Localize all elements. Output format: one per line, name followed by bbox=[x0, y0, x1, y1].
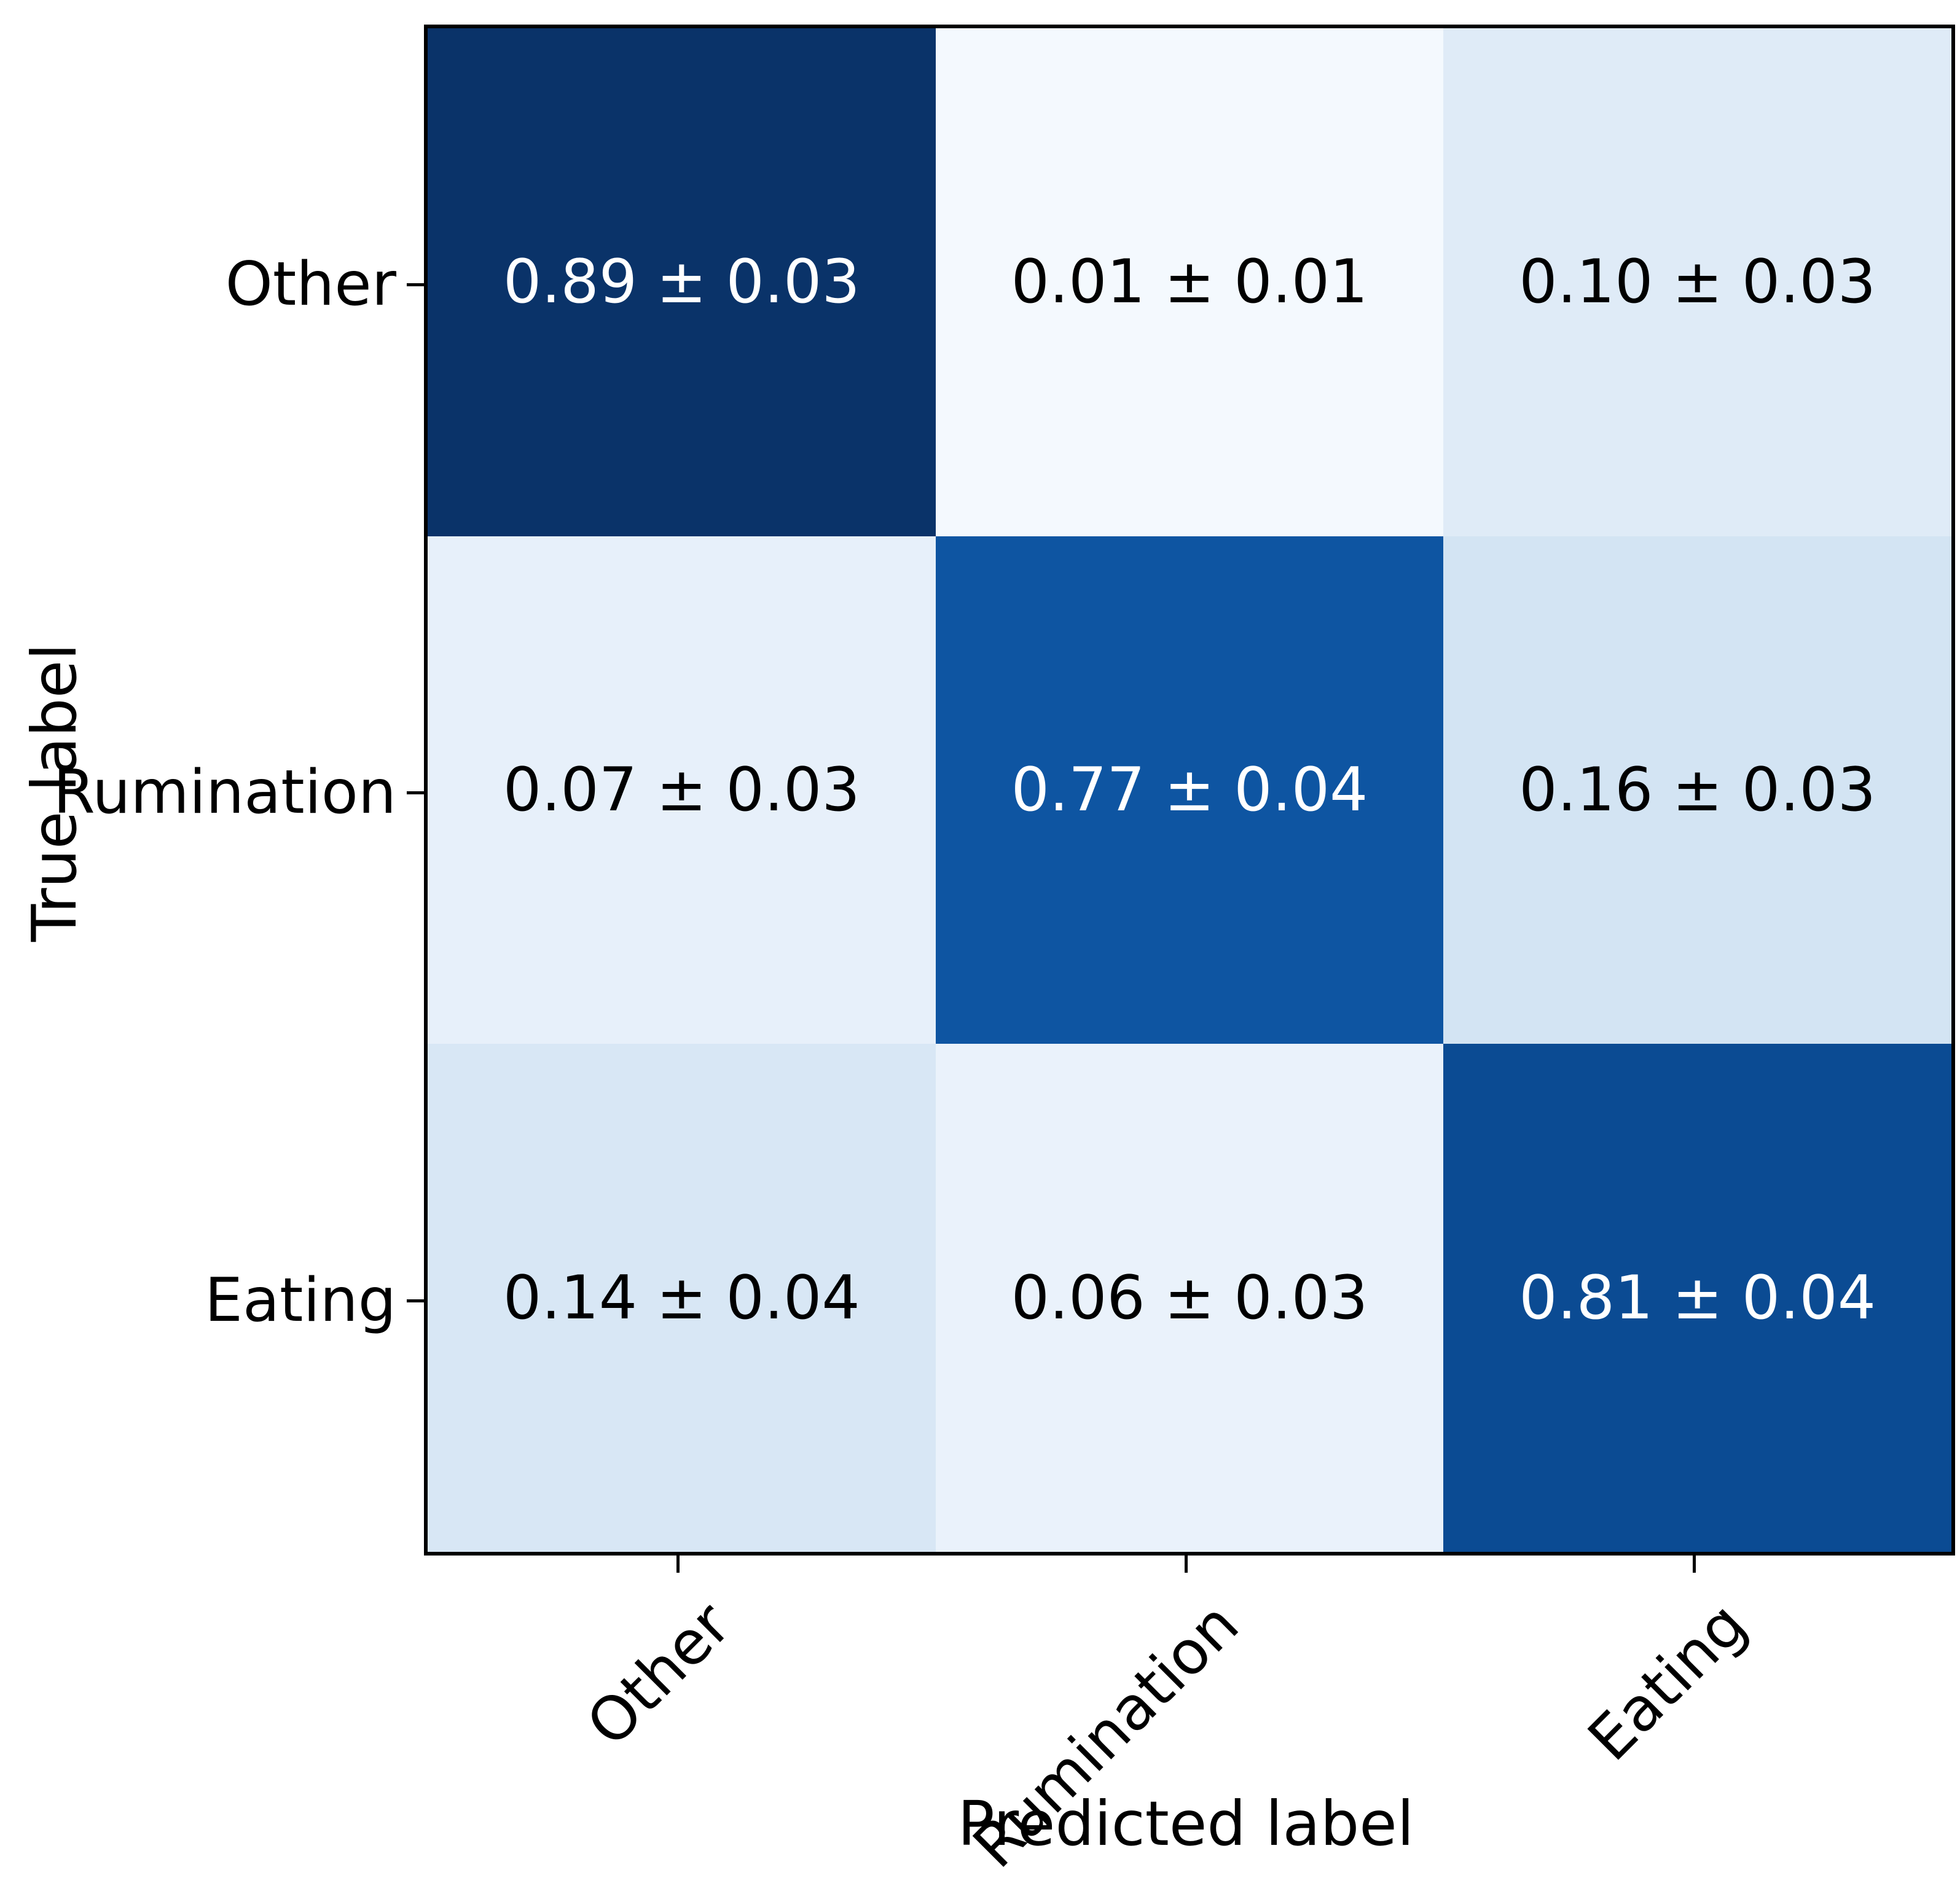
cell-value: 0.77 ± 0.04 bbox=[1011, 754, 1368, 825]
heatmap-axes: 0.89 ± 0.03 0.01 ± 0.01 0.10 ± 0.03 0.07… bbox=[424, 25, 1955, 1556]
y-tick-mark-rumination bbox=[407, 791, 424, 794]
heatmap-cell-rumination-other: 0.07 ± 0.03 bbox=[428, 536, 936, 1044]
cell-value: 0.89 ± 0.03 bbox=[503, 247, 860, 318]
x-tick-mark-eating bbox=[1693, 1556, 1696, 1573]
y-tick-label-rumination: Rumination bbox=[53, 757, 396, 828]
x-tick-label-eating: Eating bbox=[1575, 1589, 1760, 1775]
heatmap-cell-eating-eating: 0.81 ± 0.04 bbox=[1443, 1044, 1951, 1552]
cell-value: 0.01 ± 0.01 bbox=[1011, 247, 1368, 318]
cell-value: 0.06 ± 0.03 bbox=[1011, 1262, 1368, 1333]
x-tick-mark-other bbox=[676, 1556, 680, 1573]
y-axis-title: True label bbox=[18, 643, 90, 942]
y-tick-label-other: Other bbox=[225, 249, 396, 319]
cell-value: 0.16 ± 0.03 bbox=[1519, 754, 1876, 825]
y-tick-label-eating: Eating bbox=[205, 1266, 396, 1336]
heatmap-cell-eating-rumination: 0.06 ± 0.03 bbox=[935, 1044, 1444, 1552]
cell-value: 0.14 ± 0.04 bbox=[503, 1262, 860, 1333]
heatmap-cell-rumination-rumination: 0.77 ± 0.04 bbox=[935, 536, 1444, 1044]
y-tick-mark-other bbox=[407, 283, 424, 286]
heatmap-cell-other-other: 0.89 ± 0.03 bbox=[428, 28, 936, 536]
x-tick-label-other: Other bbox=[573, 1589, 744, 1760]
heatmap-cell-rumination-eating: 0.16 ± 0.03 bbox=[1443, 536, 1951, 1044]
x-axis-title: Predicted label bbox=[957, 1788, 1414, 1860]
heatmap-cell-other-eating: 0.10 ± 0.03 bbox=[1443, 28, 1951, 536]
cell-value: 0.10 ± 0.03 bbox=[1519, 247, 1876, 318]
y-tick-mark-eating bbox=[407, 1299, 424, 1302]
heatmap-cell-other-rumination: 0.01 ± 0.01 bbox=[935, 28, 1444, 536]
cell-value: 0.07 ± 0.03 bbox=[503, 754, 860, 825]
heatmap-cell-eating-other: 0.14 ± 0.04 bbox=[428, 1044, 936, 1552]
x-tick-mark-rumination bbox=[1185, 1556, 1188, 1573]
cell-value: 0.81 ± 0.04 bbox=[1519, 1262, 1876, 1333]
